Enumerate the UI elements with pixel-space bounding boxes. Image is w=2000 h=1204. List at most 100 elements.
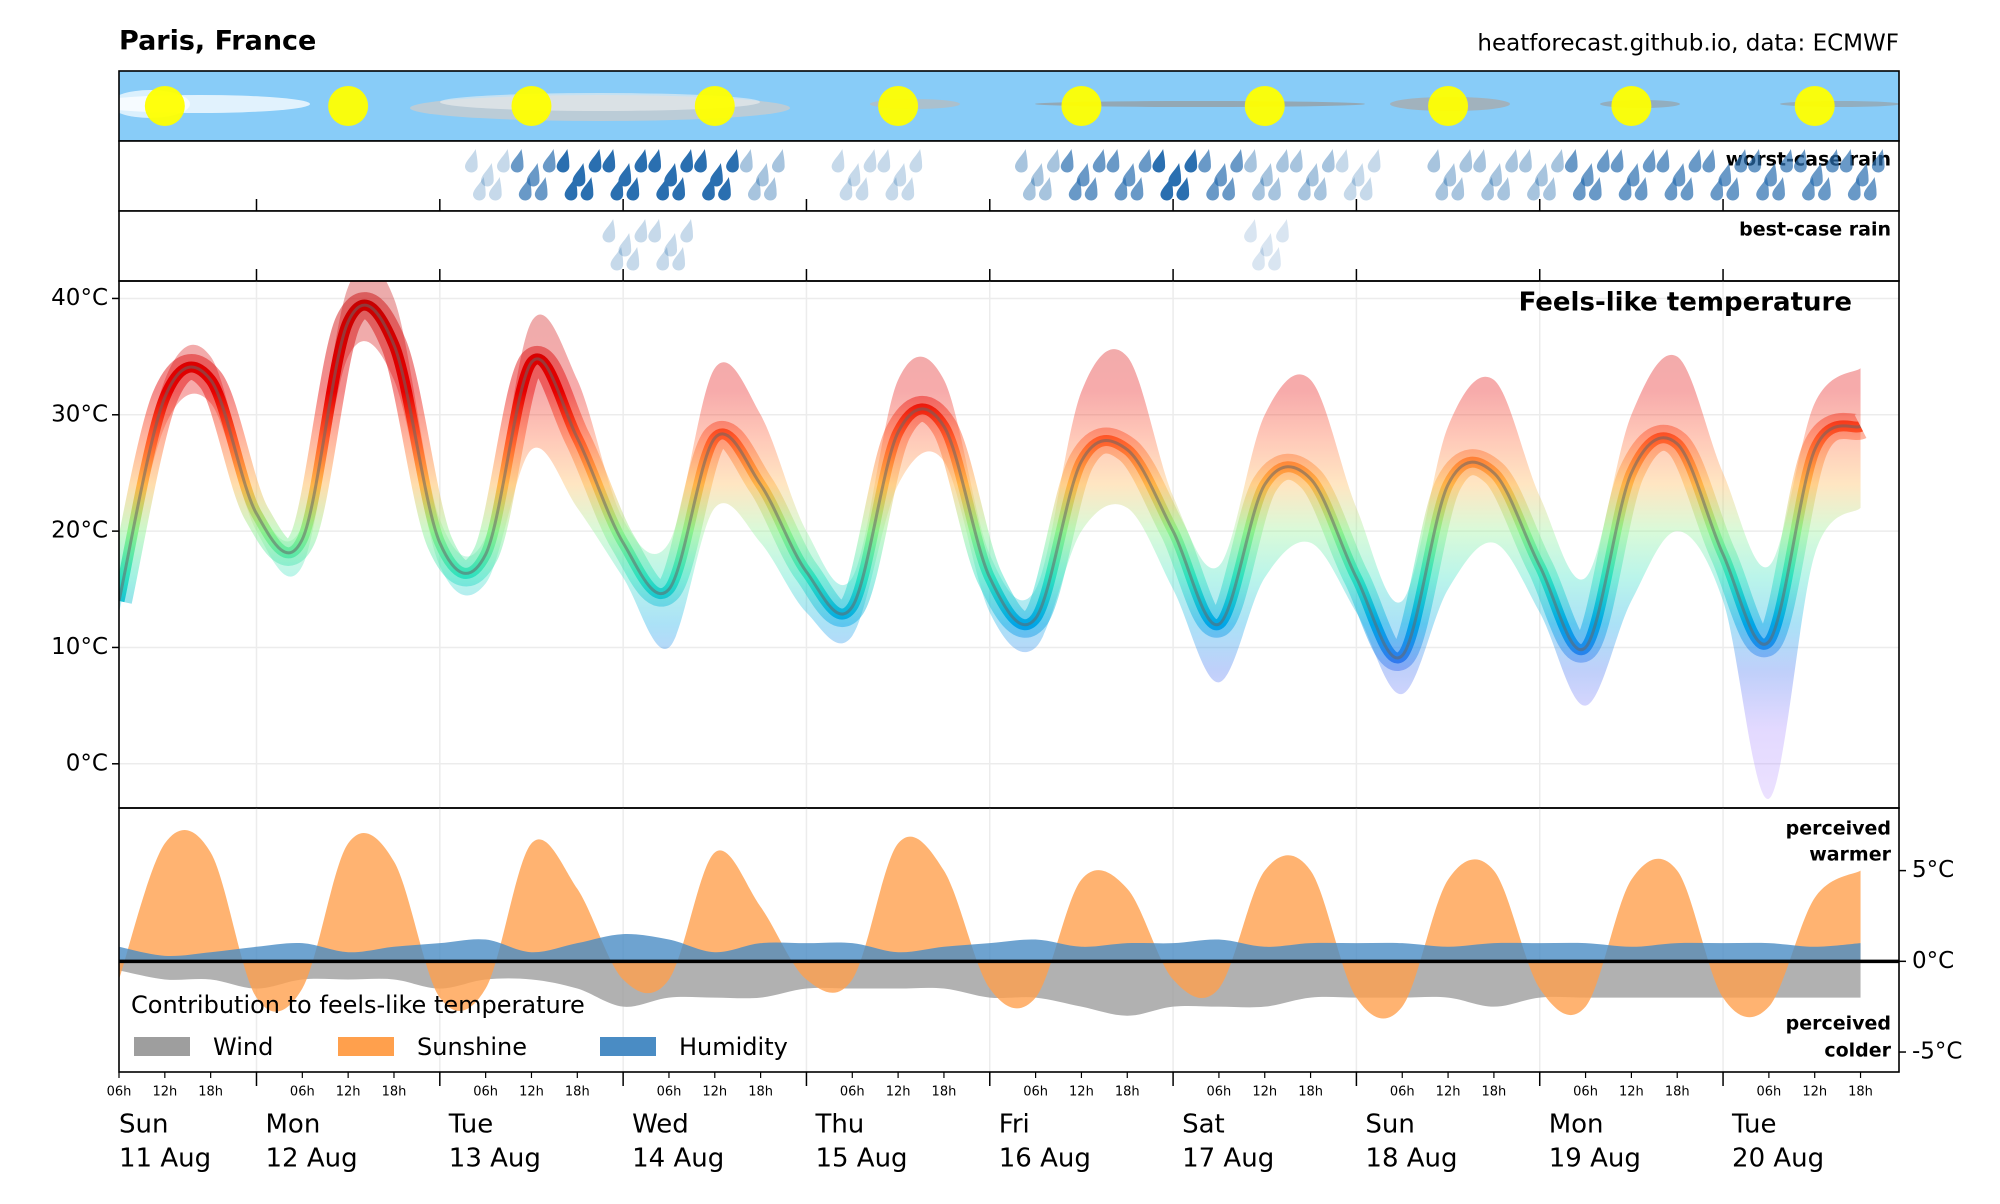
panel-label: best-case rain <box>1739 219 1891 241</box>
rain-drop <box>680 219 694 243</box>
rain-drop <box>1351 163 1365 187</box>
hour-label: 06h <box>107 1085 132 1100</box>
y-tick-label: 10°C <box>51 634 108 660</box>
rain-drop <box>1871 149 1885 173</box>
rain-drop <box>1847 177 1861 201</box>
rain-drop <box>1435 177 1449 201</box>
rain-drop <box>1473 149 1486 173</box>
sun <box>1428 86 1469 126</box>
legend-title: Contribution to feels-like temperature <box>131 991 585 1019</box>
rain-drop <box>1451 177 1465 201</box>
rain-drop <box>847 163 861 187</box>
rain-drop <box>1596 149 1610 173</box>
day-name: Sat <box>1182 1110 1225 1140</box>
rain-drop <box>648 149 662 173</box>
rain-drop <box>656 247 670 271</box>
rain-drop <box>680 149 694 173</box>
legend-label: Sunshine <box>417 1033 527 1061</box>
rain-drop <box>1260 233 1273 257</box>
rain-drop <box>510 149 524 173</box>
rain-drop <box>740 149 753 173</box>
rain-drop <box>1068 177 1082 201</box>
rain-drop <box>1222 177 1235 201</box>
rain-drop <box>839 177 853 201</box>
contribution-area <box>119 934 1861 962</box>
rain-drop <box>1572 177 1586 201</box>
rain-drop <box>1138 149 1152 173</box>
hour-label: 12h <box>1069 1085 1094 1100</box>
contrib-grid: 5°C 0°C -5°C <box>255 808 1963 1072</box>
day-date: 13 Aug <box>449 1144 541 1174</box>
rain-drop <box>481 163 494 187</box>
rain-drop <box>1748 149 1761 173</box>
rain-drop <box>1230 149 1243 173</box>
sun <box>1794 86 1835 126</box>
chart-title: Paris, France <box>119 26 316 57</box>
rain-drop <box>855 177 869 201</box>
y-tick-label: 30°C <box>51 401 108 427</box>
sun <box>694 86 735 126</box>
rain-drop <box>564 177 578 201</box>
rain-drop <box>602 149 616 173</box>
rain-drop <box>1114 177 1128 201</box>
sun <box>1611 86 1652 126</box>
rain-drop <box>1260 163 1273 187</box>
legend-label: Humidity <box>679 1033 788 1061</box>
day-name: Tue <box>1731 1110 1776 1140</box>
y-tick-label: 40°C <box>51 285 108 311</box>
rain-drop <box>1772 177 1785 201</box>
sun <box>878 86 919 126</box>
rain-drop <box>1818 177 1831 201</box>
rain-drop <box>1030 163 1044 187</box>
rain-drop <box>1130 177 1144 201</box>
rain-drop <box>1489 163 1502 187</box>
rain-drop <box>748 177 761 201</box>
rain-drop <box>626 177 640 201</box>
rain-drop <box>694 149 707 173</box>
day-date: 15 Aug <box>815 1144 907 1174</box>
contrib-layer <box>119 829 1899 1019</box>
rain-drop <box>1543 177 1556 201</box>
rain-drop <box>610 247 624 271</box>
warmer-label: perceived <box>1786 818 1891 840</box>
rain-drop <box>1092 149 1106 173</box>
rain-drop <box>656 177 670 201</box>
rain-drop <box>831 149 845 173</box>
rain-drop <box>1519 149 1532 173</box>
hour-label: 18h <box>1482 1085 1507 1100</box>
rain-drop <box>1618 177 1632 201</box>
rain-drop <box>1780 149 1793 173</box>
rain-drop <box>1634 177 1648 201</box>
legend: Wind Sunshine Humidity <box>134 1033 788 1061</box>
rain-drop <box>1734 149 1748 173</box>
contribution-area <box>119 829 1861 1019</box>
rain-drop <box>1268 247 1281 271</box>
rain-drop <box>648 219 662 243</box>
rain-drop <box>634 219 648 243</box>
rain-drop <box>473 177 486 201</box>
day-date: 20 Aug <box>1732 1144 1824 1174</box>
rain-drop <box>702 177 715 201</box>
rain-drop <box>1297 177 1311 201</box>
rain-drop <box>1505 149 1518 173</box>
rain-drop <box>863 149 877 173</box>
rain-drop <box>1084 177 1098 201</box>
rain-drop <box>1839 149 1853 173</box>
day-name: Wed <box>632 1110 689 1140</box>
day-date: 11 Aug <box>119 1144 211 1174</box>
rain-drop <box>465 149 478 173</box>
warmer-label: warmer <box>1809 844 1891 866</box>
sun <box>511 86 552 126</box>
rain-drop <box>664 233 678 257</box>
rain-drop <box>718 177 731 201</box>
sun <box>144 86 185 126</box>
rain-drop <box>885 177 899 201</box>
median-line <box>119 303 1862 660</box>
rain-drop <box>1335 149 1349 173</box>
rain-drop <box>901 177 915 201</box>
sun <box>1061 86 1102 126</box>
rain-drop <box>1551 149 1564 173</box>
day-name: Thu <box>814 1110 864 1140</box>
rain-drop <box>580 177 594 201</box>
